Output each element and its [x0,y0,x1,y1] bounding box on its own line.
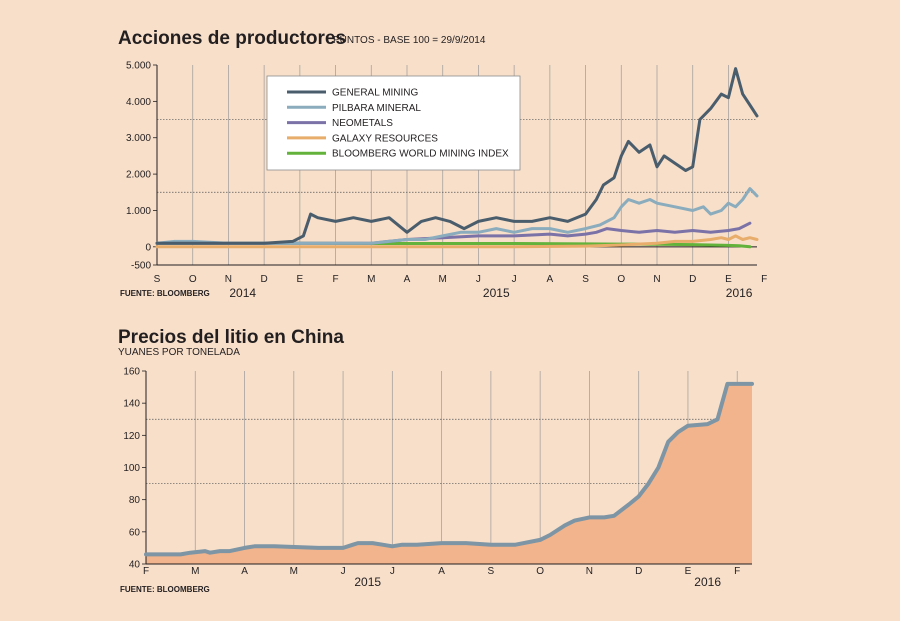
y-tick-label: 0 [145,242,151,253]
series-line-galaxy-resources [155,234,759,249]
chart-acciones: Acciones de productores PUNTOS - BASE 10… [118,28,767,300]
x-tick-label: M [290,566,298,577]
y-tick-label: 160 [123,367,140,378]
x-tick-label: J [341,566,346,577]
y-tick-label: 3.000 [126,133,151,144]
legend-label: GENERAL MINING [332,88,419,99]
legend-label: GALAXY RESOURCES [332,133,438,144]
chart2-area [146,383,752,564]
x-tick-label: F [734,566,740,577]
x-tick-label: M [439,274,447,285]
chart2-title: Precios del litio en China [118,327,344,348]
year-label: 2016 [726,286,753,300]
x-tick-label: S [154,274,161,285]
chart1-source: FUENTE: BLOOMBERG [120,289,210,298]
x-tick-label: E [297,274,304,285]
x-tick-label: A [547,274,554,285]
y-tick-label: 40 [129,560,141,571]
chart-litio: Precios del litio en China YUANES POR TO… [118,327,754,594]
y-tick-label: 2.000 [126,170,151,181]
x-tick-label: A [404,274,411,285]
y-tick-label: 120 [123,431,140,442]
y-tick-label: 140 [123,399,140,410]
x-tick-label: F [333,274,339,285]
x-tick-label: D [689,274,696,285]
year-label: 2015 [354,575,381,589]
year-label: 2016 [694,575,721,589]
y-tick-label: 4.000 [126,97,151,108]
chart2-series [144,381,754,557]
x-tick-label: J [390,566,395,577]
chart1-subtitle: PUNTOS - BASE 100 = 29/9/2014 [333,35,486,46]
chart2-source: FUENTE: BLOOMBERG [120,585,210,594]
x-tick-label: O [189,274,197,285]
x-tick-label: J [512,274,517,285]
chart1-title: Acciones de productores [118,28,346,49]
year-label: 2014 [229,286,256,300]
x-tick-label: J [476,274,481,285]
y-tick-label: 60 [129,527,141,538]
chart1-y-axis: -500 0 1.000 2.000 3.000 4.000 5.000 [126,61,158,272]
x-tick-label: A [241,566,248,577]
x-tick-label: M [191,566,199,577]
x-tick-label: F [143,566,149,577]
x-tick-label: S [582,274,589,285]
series-line-litio [144,381,754,557]
x-tick-label: N [225,274,232,285]
x-tick-label: E [725,274,732,285]
x-tick-label: M [367,274,375,285]
x-tick-label: S [488,566,495,577]
area-fill [146,383,752,564]
chart1-legend: GENERAL MINING PILBARA MINERAL NEOMETALS GA… [266,75,521,171]
y-tick-label: 5.000 [126,61,151,72]
x-tick-label: N [586,566,593,577]
x-tick-label: O [536,566,544,577]
chart1-series [155,67,759,249]
legend-label: PILBARA MINERAL [332,103,421,114]
legend-label: BLOOMBERG WORLD MINING INDEX [332,149,509,160]
year-label: 2015 [483,286,510,300]
x-tick-label: N [653,274,660,285]
x-tick-label: F [761,274,767,285]
chart2-subtitle: YUANES POR TONELADA [118,347,240,358]
x-tick-label: O [617,274,625,285]
chart2-x-axis: F M A M J J A S O N D E F 2015 2016 [143,563,752,589]
y-tick-label: 80 [129,495,141,506]
x-tick-label: A [438,566,445,577]
series-line-pilbara-mineral [155,187,759,245]
chart2-y-axis: 40 60 80 100 120 140 160 [123,367,147,571]
y-tick-label: 100 [123,463,140,474]
y-tick-label: -500 [131,261,151,272]
series-line-general-mining [155,67,759,245]
legend-label: NEOMETALS [332,118,393,129]
y-tick-label: 1.000 [126,206,151,217]
x-tick-label: E [685,566,692,577]
chart1-x-axis: S O N D E F M A M J J A S O N D E F 2014 2015 2016 [154,246,767,300]
x-tick-label: D [635,566,642,577]
x-tick-label: D [261,274,268,285]
